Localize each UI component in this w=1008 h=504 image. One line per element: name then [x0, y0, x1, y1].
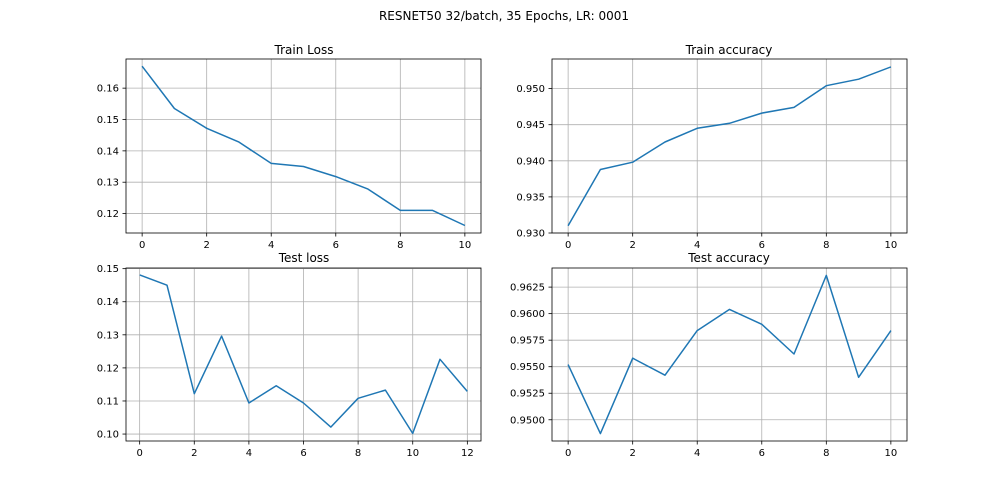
chart-train-loss: Train Loss 0 2 4 6 8 10 0.12 0.13 0.14 0.15 0.16	[97, 43, 482, 251]
x-tick-label: 4	[268, 240, 274, 251]
y-tick-label: 0.13	[97, 330, 119, 341]
y-tick-label: 0.935	[516, 192, 545, 203]
y-tick-label: 0.940	[516, 156, 545, 167]
chart-title: Train Loss	[274, 43, 334, 57]
x-tick-label: 4	[694, 448, 700, 459]
series-line	[567, 66, 892, 227]
axes-frame	[551, 58, 908, 234]
x-tick-label: 10	[458, 240, 471, 251]
y-tick-label: 0.16	[97, 84, 119, 95]
x-tick-label: 0	[565, 448, 571, 459]
y-tick-label: 0.9575	[510, 336, 545, 347]
chart-title: Train accuracy	[685, 43, 773, 57]
x-tick-label: 6	[759, 240, 765, 251]
chart-title: Test accuracy	[687, 251, 770, 265]
x-tick-label: 8	[355, 448, 361, 459]
x-tick-label: 8	[823, 448, 829, 459]
y-tick-label: 0.14	[97, 146, 119, 157]
x-tick-label: 2	[203, 240, 209, 251]
x-tick-label: 0	[565, 240, 571, 251]
x-tick-label: 12	[461, 448, 474, 459]
series-line	[567, 274, 892, 435]
y-tick-label: 0.14	[97, 297, 119, 308]
x-tick-label: 6	[333, 240, 339, 251]
chart-test-accuracy: Test accuracy 0 2 4 6 8 10 0.9500 0.9525 0.9550 0…	[510, 251, 908, 459]
y-tick-label: 0.950	[516, 84, 545, 95]
figure-suptitle: RESNET50 32/batch, 35 Epochs, LR: 0001	[379, 9, 629, 23]
x-tick-label: 10	[884, 240, 897, 251]
y-tick-label: 0.9600	[510, 309, 545, 320]
y-tick-label: 0.12	[97, 209, 119, 220]
axes-frame	[125, 58, 482, 234]
x-tick-label: 4	[694, 240, 700, 251]
x-tick-label: 6	[300, 448, 306, 459]
y-tick-label: 0.9500	[510, 415, 545, 426]
y-tick-label: 0.10	[97, 430, 119, 441]
y-tick-label: 0.11	[97, 396, 119, 407]
x-tick-label: 8	[397, 240, 403, 251]
y-tick-label: 0.945	[516, 120, 545, 131]
x-tick-label: 6	[759, 448, 765, 459]
y-tick-label: 0.930	[516, 229, 545, 240]
axes-frame	[551, 267, 908, 442]
x-tick-label: 0	[136, 448, 142, 459]
x-tick-label: 10	[884, 448, 897, 459]
chart-test-loss: Test loss 0 2 4 6 8 10 12 0.10 0.11 0.12 0.13 0.14 0…	[97, 251, 482, 459]
y-tick-label: 0.13	[97, 178, 119, 189]
chart-title: Test loss	[278, 251, 330, 265]
y-tick-label: 0.9625	[510, 283, 545, 294]
y-tick-label: 0.15	[97, 264, 119, 275]
x-tick-label: 4	[246, 448, 252, 459]
y-tick-label: 0.9550	[510, 362, 545, 373]
x-tick-label: 2	[191, 448, 197, 459]
x-tick-label: 2	[629, 448, 635, 459]
y-tick-label: 0.15	[97, 115, 119, 126]
x-tick-label: 2	[629, 240, 635, 251]
y-tick-label: 0.12	[97, 363, 119, 374]
x-tick-label: 0	[139, 240, 145, 251]
x-tick-label: 8	[823, 240, 829, 251]
chart-train-accuracy: Train accuracy 0 2 4 6 8 10 0.930 0.935 0.940 0.9…	[516, 43, 908, 251]
x-tick-label: 10	[406, 448, 419, 459]
y-tick-label: 0.9525	[510, 389, 545, 400]
series-line	[141, 65, 466, 227]
